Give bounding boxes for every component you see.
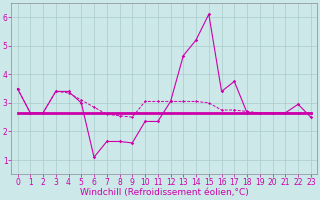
X-axis label: Windchill (Refroidissement éolien,°C): Windchill (Refroidissement éolien,°C) (80, 188, 249, 197)
